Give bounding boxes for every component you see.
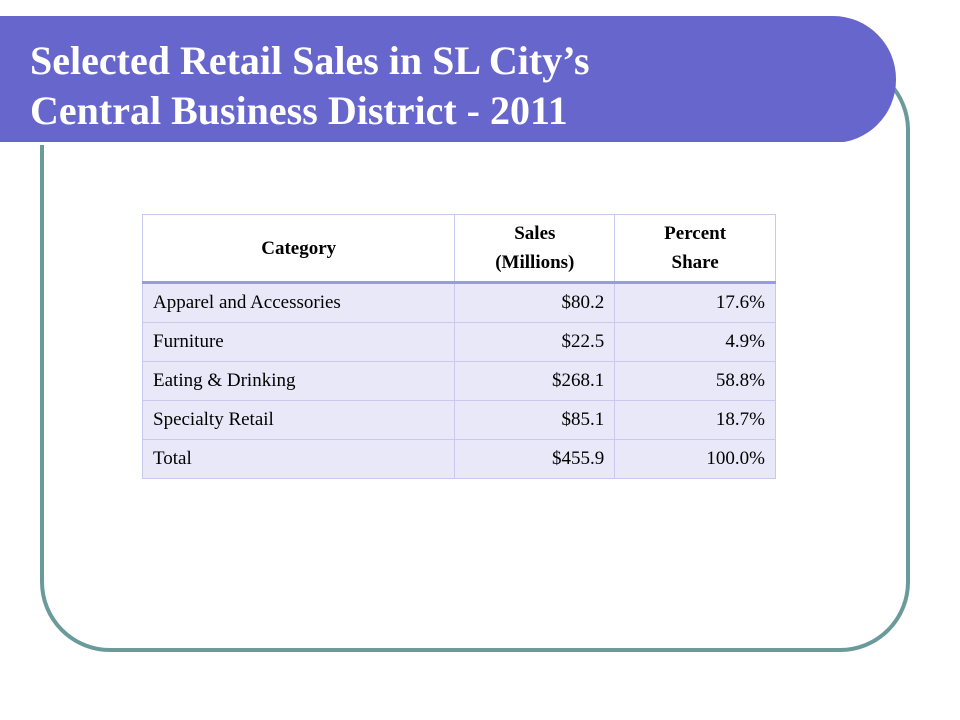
cell-category: Eating & Drinking (141, 361, 456, 401)
cell-category: Total (141, 439, 456, 479)
table-row: Apparel and Accessories $80.2 17.6% (141, 282, 776, 323)
retail-sales-table: Category Sales (Millions) Percent Share … (141, 214, 776, 479)
cell-sales: $85.1 (454, 400, 616, 440)
cell-sales: $268.1 (454, 361, 616, 401)
table-row: Eating & Drinking $268.1 58.8% (141, 361, 776, 401)
cell-category: Apparel and Accessories (141, 282, 456, 323)
header-sales-line-2: (Millions) (495, 252, 575, 273)
title-band: Selected Retail Sales in SL City’s Centr… (0, 16, 896, 145)
slide-title-line-1: Selected Retail Sales in SL City’s (30, 38, 590, 83)
cell-sales: $80.2 (454, 282, 616, 323)
header-sales: Sales (Millions) (454, 214, 616, 284)
slide-title: Selected Retail Sales in SL City’s Centr… (30, 36, 590, 136)
table-row-total: Total $455.9 100.0% (141, 439, 776, 479)
cell-category: Furniture (141, 322, 456, 362)
cell-share: 58.8% (614, 361, 776, 401)
cell-share: 17.6% (614, 282, 776, 323)
cell-category: Specialty Retail (141, 400, 456, 440)
cell-sales: $455.9 (454, 439, 616, 479)
header-share-line-2: Share (671, 252, 719, 273)
cell-share: 100.0% (614, 439, 776, 479)
header-share-line-1: Percent (664, 223, 727, 244)
table-header-row: Category Sales (Millions) Percent Share (141, 214, 776, 284)
header-category-label: Category (261, 237, 337, 259)
header-sales-line-1: Sales (514, 223, 556, 244)
cell-share: 18.7% (614, 400, 776, 440)
table-row: Furniture $22.5 4.9% (141, 322, 776, 362)
table-row: Specialty Retail $85.1 18.7% (141, 400, 776, 440)
cell-share: 4.9% (614, 322, 776, 362)
cell-sales: $22.5 (454, 322, 616, 362)
slide-title-line-2: Central Business District - 2011 (30, 88, 568, 133)
title-underline (0, 142, 848, 145)
header-category: Category (141, 214, 456, 284)
header-percent-share: Percent Share (614, 214, 776, 284)
